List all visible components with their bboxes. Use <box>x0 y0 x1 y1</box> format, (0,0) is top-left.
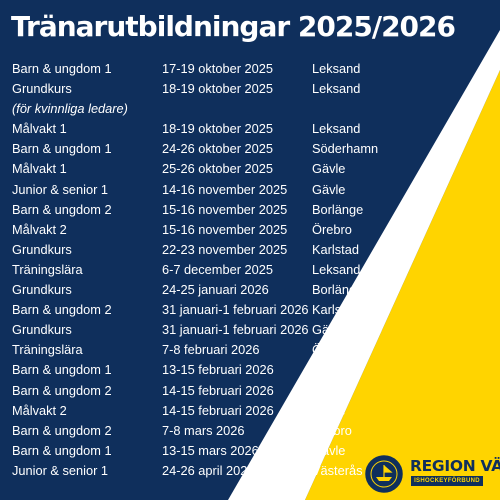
course-date: 15-16 november 2025 <box>162 201 288 217</box>
course-location: Västerås <box>312 462 363 478</box>
course-location: Leksand <box>312 121 361 137</box>
white-stripe <box>228 30 500 500</box>
course-date: 13-15 februari 2026 <box>162 362 274 378</box>
schedule-row: Träningslära 6-7 december 2025 Leksand <box>0 260 500 280</box>
course-date: 22-23 november 2025 <box>162 241 288 257</box>
course-location: Karlstad <box>312 302 359 318</box>
course-name: Målvakt 2 <box>12 221 67 237</box>
course-name: Träningslära <box>12 342 83 358</box>
course-date: 24-26 april 2026 <box>162 462 255 478</box>
logo-name: REGION VÄST <box>410 457 500 475</box>
course-location: Örebro <box>312 342 352 358</box>
course-date: 31 januari-1 februari 2026 <box>162 322 309 338</box>
schedule-row: Målvakt 2 14-15 februari 2026 Gävle <box>0 401 500 421</box>
course-name: Grundkurs <box>12 322 72 338</box>
course-name: Målvakt 1 <box>12 161 67 177</box>
course-location: Karlstad <box>312 362 359 378</box>
course-location: Gävle <box>312 322 346 338</box>
schedule-row: Grundkurs 24-25 januari 2026 Borlänge <box>0 280 500 300</box>
course-date: 7-8 februari 2026 <box>162 342 260 358</box>
course-location: Karlstad <box>312 241 359 257</box>
schedule-row: Barn & ungdom 1 17-19 oktober 2025 Leksand <box>0 59 500 79</box>
schedule-row: Barn & ungdom 1 13-15 mars 2026 Gävle <box>0 441 500 461</box>
course-date: 18-19 oktober 2025 <box>162 121 273 137</box>
course-name: Barn & ungdom 2 <box>12 422 112 438</box>
schedule-row: Barn & ungdom 2 15-16 november 2025 Borlän… <box>0 200 500 220</box>
course-date: 24-25 januari 2026 <box>162 282 269 298</box>
region-vast-logo: REGION VÄST ISHOCKEYFÖRBUND <box>362 452 500 496</box>
course-name: Barn & ungdom 2 <box>12 382 112 398</box>
logo-subtitle: ISHOCKEYFÖRBUND <box>411 476 483 486</box>
schedule-row: Målvakt 1 18-19 oktober 2025 Leksand <box>0 119 500 139</box>
course-location: Örebro <box>312 221 352 237</box>
schedule-row: Träningslära 7-8 februari 2026 Örebro <box>0 340 500 360</box>
course-location: Gävle <box>312 402 346 418</box>
course-name: Grundkurs <box>12 81 72 97</box>
course-name: Barn & ungdom 2 <box>12 302 112 318</box>
course-date: 14-15 februari 2026 <box>162 382 274 398</box>
course-location: Gävle <box>312 382 346 398</box>
schedule-row: Grundkurs 18-19 oktober 2025 Leksand <box>0 79 500 99</box>
schedule-row: Målvakt 2 15-16 november 2025 Örebro <box>0 220 500 240</box>
course-location: Örebro <box>312 422 352 438</box>
course-name: Målvakt 2 <box>12 402 67 418</box>
schedule-row: Barn & ungdom 2 7-8 mars 2026 Örebro <box>0 421 500 441</box>
course-date: 17-19 oktober 2025 <box>162 61 273 76</box>
schedule-row: Junior & senior 1 14-16 november 2025 Gävl… <box>0 180 500 200</box>
course-schedule: Barn & ungdom 1 17-19 oktober 2025 Leksand… <box>0 59 500 481</box>
course-name: Målvakt 1 <box>12 121 67 137</box>
course-date: 6-7 december 2025 <box>162 261 273 277</box>
course-date: 15-16 november 2025 <box>162 221 288 237</box>
course-name: Junior & senior 1 <box>12 462 109 478</box>
course-date: 14-15 februari 2026 <box>162 402 274 418</box>
schedule-row: Grundkurs 22-23 november 2025 Karlstad <box>0 240 500 260</box>
course-location: Leksand <box>312 61 361 76</box>
course-name: Grundkurs <box>12 282 72 298</box>
course-name: Grundkurs <box>12 241 72 257</box>
course-date: 24-26 oktober 2025 <box>162 141 273 157</box>
schedule-row: Barn & ungdom 1 24-26 oktober 2025 Söderha… <box>0 139 500 159</box>
schedule-row: Grundkurs 31 januari-1 februari 2026 Gävle <box>0 320 500 340</box>
schedule-row: Målvakt 1 25-26 oktober 2025 Gävle <box>0 159 500 179</box>
schedule-row: Barn & ungdom 2 14-15 februari 2026 Gävle <box>0 381 500 401</box>
course-date: 31 januari-1 februari 2026 <box>162 302 309 318</box>
schedule-row: Barn & ungdom 2 31 januari-1 februari 202… <box>0 300 500 320</box>
course-location: Leksand <box>312 261 361 277</box>
course-location: Gävle <box>312 161 346 177</box>
schedule-row: Junior & senior 1 24-26 april 2026 Västerå… <box>0 461 500 481</box>
schedule-note-row: (för kvinnliga ledare) <box>0 99 500 119</box>
course-date: 13-15 mars 2026 <box>162 442 259 458</box>
course-name: Barn & ungdom 1 <box>12 362 112 378</box>
schedule-row: Barn & ungdom 1 13-15 februari 2026 Karlst… <box>0 360 500 380</box>
course-name: Barn & ungdom 1 <box>12 141 112 157</box>
course-location: Borlänge <box>312 282 364 298</box>
course-location: Gävle <box>312 442 346 458</box>
course-name: Barn & ungdom 2 <box>12 201 112 217</box>
course-date: 25-26 oktober 2025 <box>162 161 273 177</box>
course-note: (för kvinnliga ledare) <box>12 101 128 117</box>
course-date: 18-19 oktober 2025 <box>162 81 273 97</box>
ishockey-crest-icon <box>362 452 406 496</box>
course-name: Barn & ungdom 1 <box>12 61 112 76</box>
course-location: Borlänge <box>312 201 364 217</box>
course-location: Söderhamn <box>312 141 379 157</box>
course-name: Träningslära <box>12 261 83 277</box>
page-title: Tränarutbildningar 2025/2026 <box>11 10 456 43</box>
course-location: Gävle <box>312 181 346 197</box>
course-date: 7-8 mars 2026 <box>162 422 245 438</box>
course-name: Junior & senior 1 <box>12 181 109 197</box>
course-name: Barn & ungdom 1 <box>12 442 112 458</box>
course-location: Leksand <box>312 81 361 97</box>
course-date: 14-16 november 2025 <box>162 181 288 197</box>
